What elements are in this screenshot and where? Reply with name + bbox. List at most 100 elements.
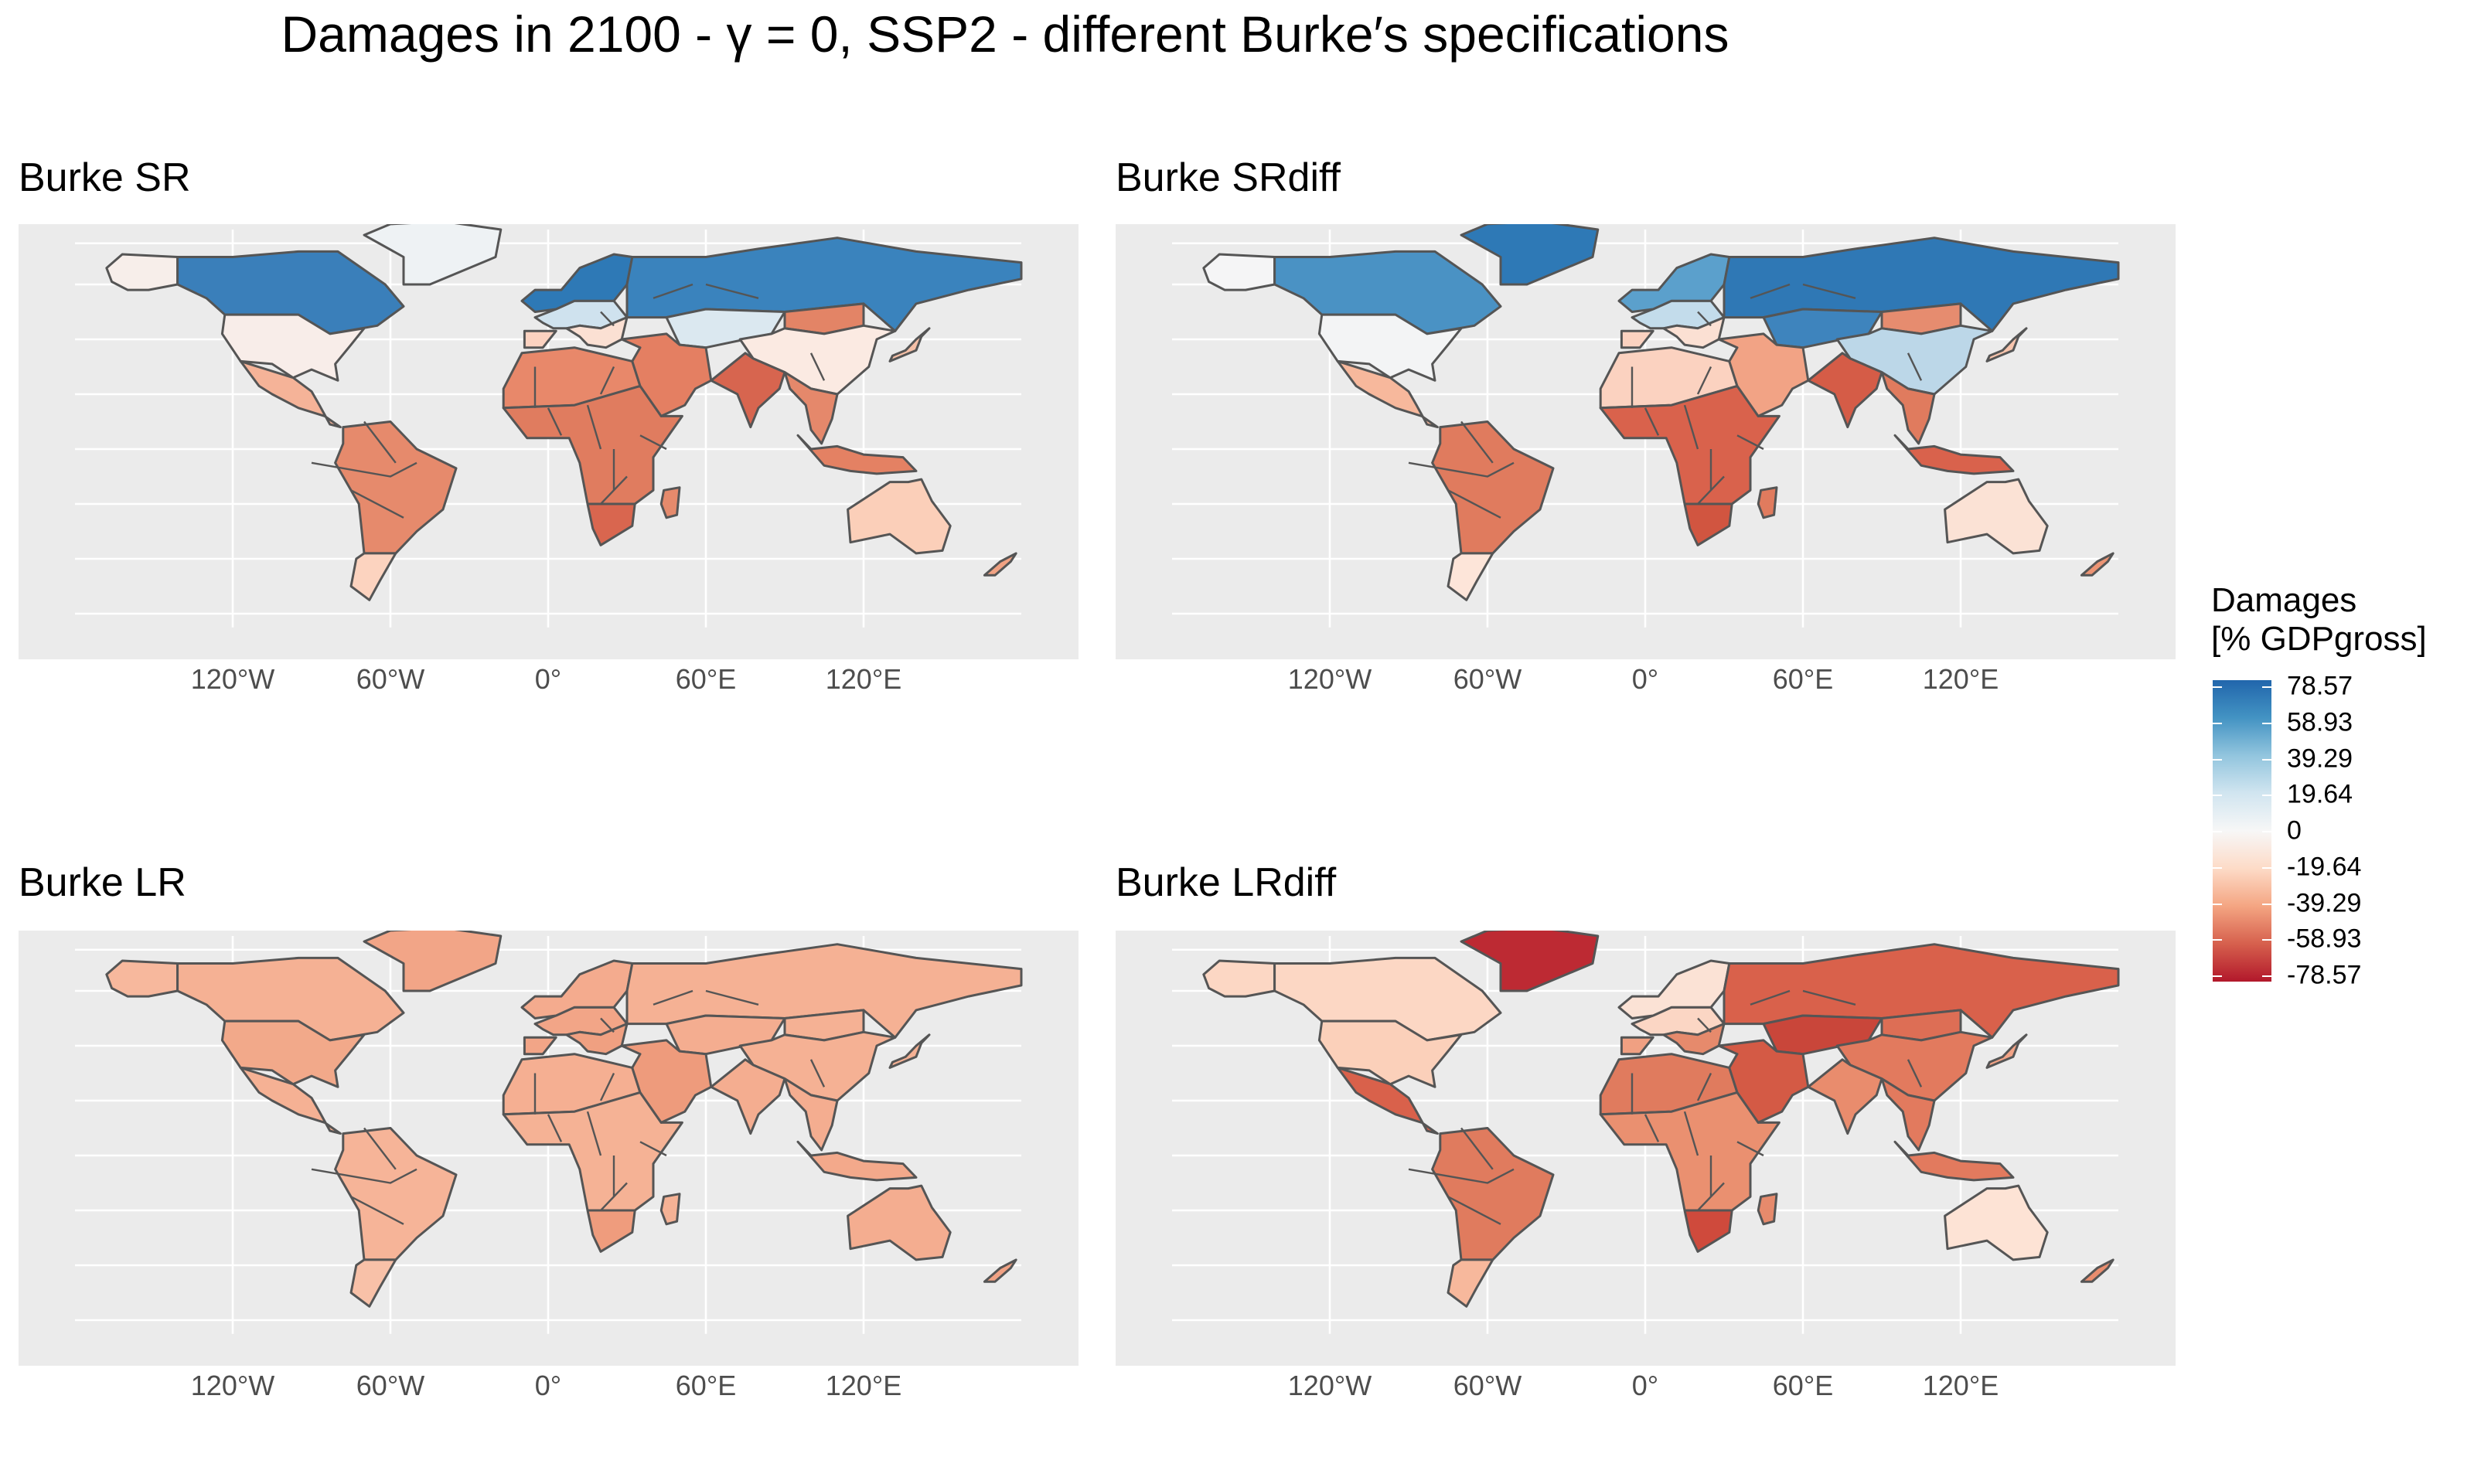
country-border [639, 434, 667, 451]
region-middle-east [1717, 332, 1810, 417]
region-greenland [363, 224, 503, 286]
country-border [586, 1111, 602, 1156]
lon-tick-label: 60°E [1772, 1370, 1834, 1401]
legend-tick-mark [2213, 939, 2222, 941]
lon-tick-label: 120°E [1922, 663, 1999, 695]
world-map [75, 224, 1023, 628]
region-japan [1985, 327, 2028, 362]
country-border [1683, 1111, 1699, 1156]
region-india [710, 352, 786, 429]
region-australia [1944, 1184, 2049, 1261]
legend-title-line1: Damages [2211, 581, 2357, 619]
lon-tick-label: 120°E [825, 1370, 902, 1401]
country-border [705, 989, 759, 1006]
lon-tick-label: 0° [1631, 1370, 1659, 1401]
country-border [1736, 434, 1764, 451]
legend-tick-label: -58.93 [2287, 924, 2362, 954]
country-border [1697, 1182, 1725, 1211]
region-southeast-asia [1880, 1077, 1936, 1152]
country-border [1644, 407, 1660, 436]
lon-tick-label: 0° [534, 1370, 562, 1401]
region-south-america [334, 420, 458, 555]
country-border [809, 1059, 826, 1087]
region-canada [1273, 956, 1502, 1042]
legend-tick-mark [2262, 831, 2271, 832]
region-japan [1985, 1033, 2028, 1069]
map-panel-burke-lr [19, 931, 1079, 1366]
lon-tick-label: 120°W [190, 663, 275, 695]
legend-tick-mark [2213, 903, 2222, 905]
legend-tick-mark [2213, 975, 2222, 977]
region-indonesia [796, 1140, 918, 1182]
country-border [653, 283, 693, 299]
country-border [350, 1196, 404, 1225]
country-border [1697, 1017, 1712, 1033]
lon-tick-label: 60°E [1772, 663, 1834, 695]
lon-tick-label: 60°W [356, 1370, 425, 1401]
region-australia [1944, 478, 2049, 555]
country-border [1460, 1127, 1494, 1170]
country-border [1697, 475, 1725, 505]
region-mexico-central-america [239, 1066, 342, 1135]
legend-tick-mark [2213, 831, 2222, 832]
region-alaska [1202, 253, 1276, 291]
country-border [350, 489, 404, 519]
country-border [1697, 311, 1712, 327]
lon-tick-label: 0° [1631, 663, 1659, 695]
legend-tick-mark [2262, 686, 2271, 688]
lon-tick-label: 60°E [675, 1370, 737, 1401]
country-border [363, 420, 397, 464]
legend-tick-label: 39.29 [2287, 744, 2353, 773]
legend-tick-mark [2262, 795, 2271, 797]
lon-axis-burke-lr: 120°W 60°W 0° 60°E 120°E [19, 1370, 1079, 1408]
legend-tick-mark [2262, 939, 2271, 941]
region-southeast-asia [783, 1077, 839, 1152]
panel-title-burke-lr: Burke LR [19, 860, 186, 905]
country-border [1696, 1072, 1712, 1101]
panel-title-burke-lrdiff: Burke LRdiff [1116, 860, 1337, 905]
legend-tick-mark [2213, 866, 2222, 869]
region-south-america [1431, 420, 1555, 555]
legend-tick-mark [2213, 795, 2222, 797]
region-patagonia [1447, 552, 1494, 601]
country-border [1802, 283, 1856, 299]
country-border [547, 1114, 563, 1142]
country-border [600, 311, 615, 327]
country-border [1907, 1059, 1923, 1087]
country-border [1750, 989, 1791, 1006]
country-border [1696, 366, 1712, 395]
region-iberia [523, 329, 557, 349]
legend-tick-mark [2262, 903, 2271, 905]
region-indonesia [1893, 1140, 2015, 1182]
world-map [1172, 931, 2120, 1334]
region-australia [847, 1184, 952, 1261]
legend-tick-label: -78.57 [2287, 960, 2362, 990]
legend-tick-mark [2262, 866, 2271, 869]
legend-tick-mark [2213, 722, 2222, 724]
main-title: Damages in 2100 - γ = 0, SSP2 - differen… [281, 5, 1729, 63]
region-india [710, 1058, 786, 1135]
region-mexico-central-america [1336, 359, 1439, 429]
region-japan [888, 1033, 931, 1069]
country-border [809, 352, 826, 381]
country-border [1408, 1168, 1515, 1184]
country-border [547, 407, 563, 436]
legend-tick-label: 19.64 [2287, 779, 2353, 809]
region-alaska [1202, 959, 1276, 998]
region-iberia [1620, 329, 1654, 349]
country-border [311, 461, 417, 478]
region-new-zealand [983, 552, 1017, 577]
region-madagascar [1757, 1193, 1778, 1226]
regions [105, 931, 1023, 1308]
lon-tick-label: 60°E [675, 663, 737, 695]
region-southeast-asia [783, 371, 839, 445]
legend-tick-mark [2213, 686, 2222, 688]
region-canada [176, 956, 405, 1042]
region-patagonia [349, 1258, 397, 1308]
legend-tick-mark [2262, 722, 2271, 724]
region-new-zealand [2080, 1258, 2114, 1283]
region-canada [176, 250, 405, 335]
lon-tick-label: 120°W [1287, 663, 1372, 695]
map-panel-burke-lrdiff [1116, 931, 2176, 1366]
lon-axis-burke-lrdiff: 120°W 60°W 0° 60°E 120°E [1116, 1370, 2176, 1408]
